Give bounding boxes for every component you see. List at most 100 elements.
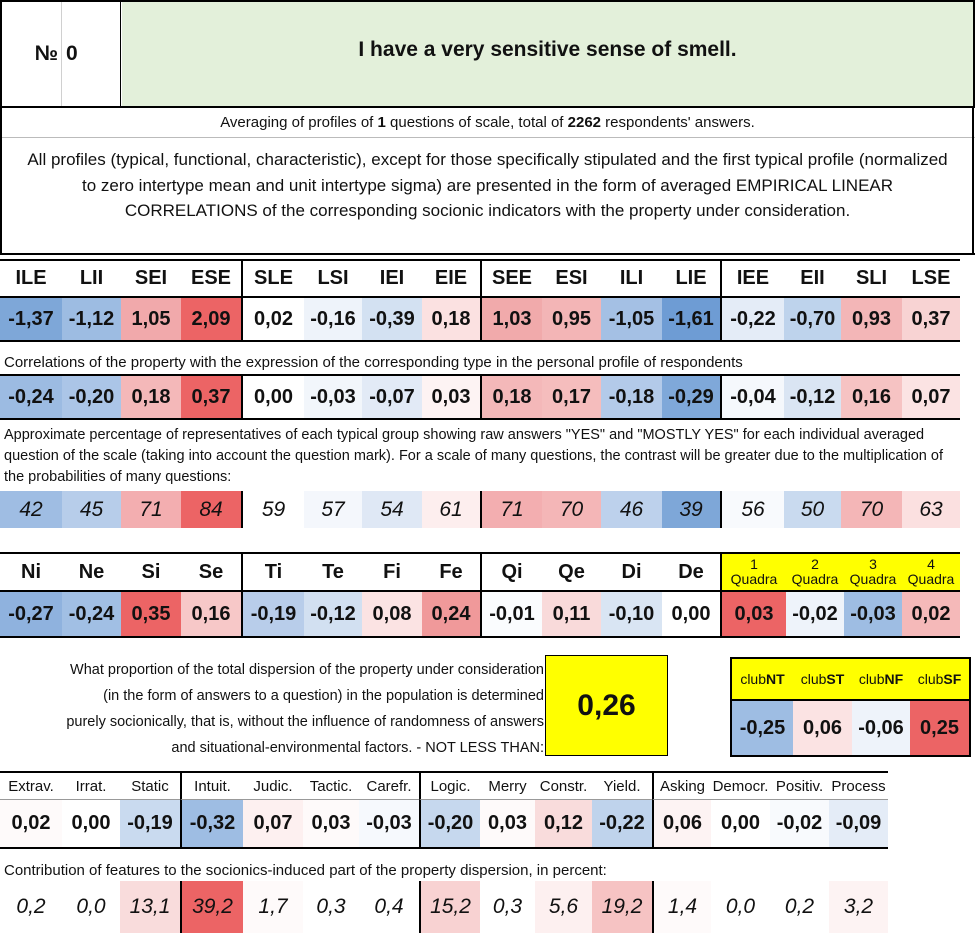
feature-value: 0,03 (480, 799, 535, 849)
question-text: I have a very sensitive sense of smell. (358, 38, 737, 61)
feature-header: Extrav. (0, 771, 62, 799)
clubs-value-row: -0,25 0,06 -0,06 0,25 (730, 699, 971, 757)
quadra-header: 2 Quadra (786, 552, 844, 592)
dispersion-line-4: and situational-environmental factors. -… (171, 740, 544, 756)
number-value-cell: 0 (62, 2, 121, 106)
club-prefix: club (740, 671, 766, 687)
function-header: Di (601, 552, 662, 592)
feature-value: 0,00 (62, 799, 120, 849)
type-header: IEE (720, 259, 784, 298)
function-value: -0,27 (0, 592, 62, 638)
type-correlation-value: -0,20 (62, 374, 121, 420)
feature-value: 0,06 (652, 799, 711, 849)
feature-value: -0,03 (359, 799, 419, 849)
function-header: Te (304, 552, 362, 592)
type-percentage-value: 56 (720, 491, 784, 528)
feature-header: Process (829, 771, 888, 799)
type-header: LIE (662, 259, 720, 298)
club-value: 0,25 (910, 701, 969, 755)
type-correlation-value: -0,12 (784, 374, 841, 420)
feature-contribution-value: 0,0 (62, 881, 120, 933)
club-prefix: club (858, 671, 885, 687)
type-percentage-value: 61 (422, 491, 480, 528)
number-label-cell: № (2, 2, 62, 106)
type-percentage-value: 59 (241, 491, 304, 528)
type-percentage-value: 46 (601, 491, 662, 528)
function-value: -0,10 (601, 592, 662, 638)
feature-contribution-value: 0,2 (0, 881, 62, 933)
dispersion-note: What proportion of the total dispersion … (20, 657, 544, 761)
club-header: club NF (852, 659, 910, 699)
feature-header: Yield. (592, 771, 652, 799)
type-profile-value: 0,02 (241, 298, 304, 342)
function-header: Qi (480, 552, 542, 592)
club-value: -0,25 (732, 701, 793, 755)
club-code: NF (884, 671, 904, 687)
club-prefix: club (917, 671, 944, 687)
club-header: club ST (793, 659, 852, 699)
feature-contribution-value: 39,2 (180, 881, 243, 933)
feature-header: Carefr. (359, 771, 419, 799)
type-correlation-value: -0,18 (601, 374, 662, 420)
function-value: 0,24 (422, 592, 480, 638)
table-border (0, 253, 975, 255)
type-profile-value: -1,37 (0, 298, 62, 342)
header-row (0, 0, 975, 108)
types-percentage-row: 42 45 71 84 59 57 54 61 71 70 46 39 56 50 70 63 (0, 491, 960, 528)
dispersion-line-3: purely socionically, that is, without th… (66, 714, 544, 730)
function-value: -0,19 (241, 592, 304, 638)
type-header: ILI (601, 259, 662, 298)
correlation-note: Correlations of the property with the ex… (4, 354, 743, 371)
type-correlation-value: -0,07 (362, 374, 422, 420)
feature-value: -0,02 (770, 799, 829, 849)
feature-header: Judic. (243, 771, 303, 799)
feature-value: 0,12 (535, 799, 592, 849)
type-header: SLI (841, 259, 902, 298)
number-label: № (34, 42, 58, 65)
feature-header: Constr. (535, 771, 592, 799)
feature-value: -0,19 (120, 799, 180, 849)
feature-contribution-value: 5,6 (535, 881, 592, 933)
type-header: EII (784, 259, 841, 298)
dispersion-value: 0,26 (577, 688, 636, 722)
type-percentage-value: 50 (784, 491, 841, 528)
type-percentage-value: 84 (181, 491, 241, 528)
question-title: I have a very sensitive sense of smell. (122, 2, 973, 106)
type-correlation-value: 0,07 (902, 374, 960, 420)
features-contribution-row: 0,2 0,0 13,1 39,2 1,7 0,3 0,4 15,2 0,3 5,6 19,2 1,4… (0, 881, 888, 933)
quadra-label: Quadra (791, 571, 839, 587)
quadra-value: -0,02 (786, 592, 844, 638)
feature-header: Logic. (419, 771, 480, 799)
type-profile-value: 1,03 (480, 298, 542, 342)
dispersion-value-box: 0,26 (545, 655, 668, 756)
type-header: ESI (542, 259, 601, 298)
type-correlation-value: -0,24 (0, 374, 62, 420)
quadra-number: 1 (750, 556, 758, 572)
type-correlation-value: 0,37 (181, 374, 241, 420)
type-correlation-value: 0,18 (480, 374, 542, 420)
type-header: SEI (121, 259, 181, 298)
respondent-total: 2262 (567, 114, 602, 131)
feature-contribution-value: 3,2 (829, 881, 888, 933)
type-profile-value: -0,70 (784, 298, 841, 342)
function-header: De (662, 552, 720, 592)
function-header: Fe (422, 552, 480, 592)
club-value: 0,06 (793, 701, 852, 755)
functions-header-row: Ni Ne Si Se Ti Te Fi Fe Qi Qe Di De 1 Quadra 2 Quadra 3 Q… (0, 552, 960, 592)
function-header: Fi (362, 552, 422, 592)
type-percentage-value: 70 (841, 491, 902, 528)
contribution-note: Contribution of features to the sociоnic… (4, 862, 607, 879)
feature-contribution-value: 13,1 (120, 881, 180, 933)
club-header: club SF (910, 659, 969, 699)
percentage-note: Approximate percentage of representative… (4, 427, 943, 485)
feature-contribution-value: 0,2 (770, 881, 829, 933)
type-header: LSI (304, 259, 362, 298)
features-header-row: Extrav. Irrat. Static Intuit. Judic. Tactic. C… (0, 771, 888, 799)
type-correlation-value: -0,29 (662, 374, 720, 420)
types-profile-row: -1,37 -1,12 1,05 2,09 0,02 -0,16 -0,39 0,18 1,03… (0, 298, 960, 342)
feature-header: Positiv. (770, 771, 829, 799)
function-value: 0,35 (121, 592, 181, 638)
dispersion-line-2: (in the form of answers to a question) i… (103, 688, 544, 704)
type-percentage-value: 71 (480, 491, 542, 528)
type-profile-value: 2,09 (181, 298, 241, 342)
